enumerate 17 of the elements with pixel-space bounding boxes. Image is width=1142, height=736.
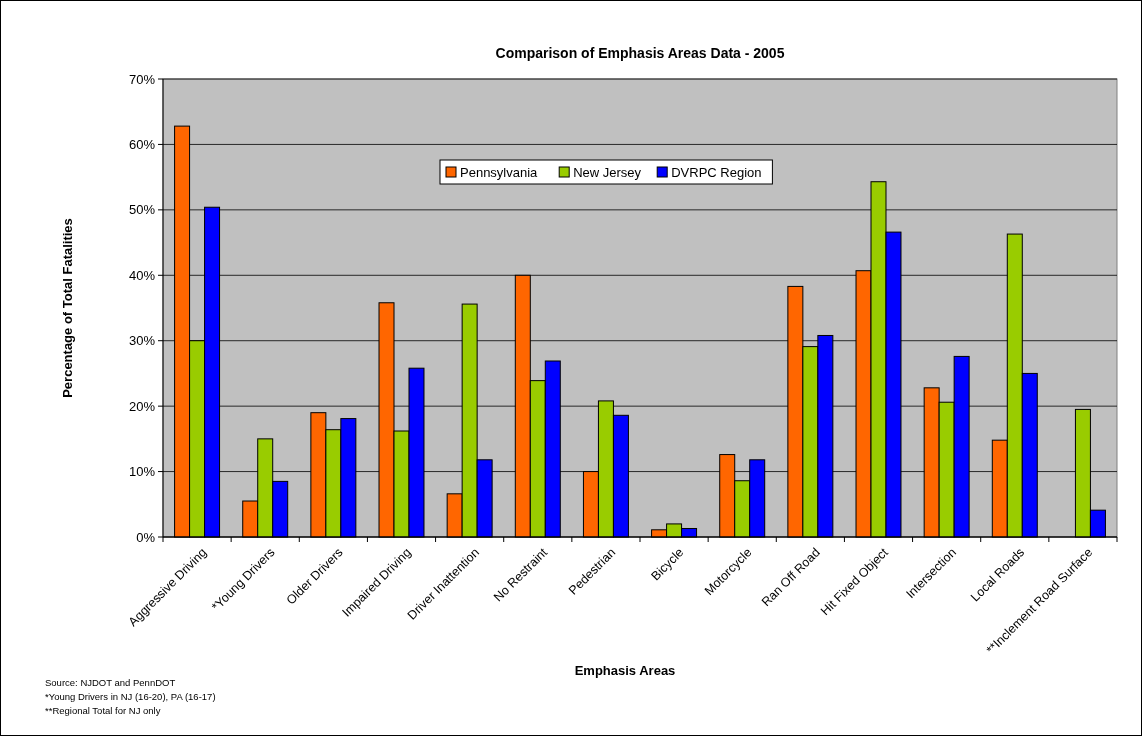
text: *Young Drivers in NJ (16-20), PA (16-17) <box>45 691 216 702</box>
y-tick-label: 50% <box>128 202 156 218</box>
source-note: Source: NJDOT and PennDOT <box>45 677 176 688</box>
y-tick-label: 10% <box>128 464 156 480</box>
x-axis-title: Emphasis Areas <box>574 663 676 678</box>
text: **Regional Total for NJ only <box>45 705 161 716</box>
y-tick-label: 0% <box>136 529 156 545</box>
legend-label: Pennsylvania <box>460 164 539 180</box>
chart-title: Comparison of Emphasis Areas Data - 2005 <box>495 45 785 61</box>
y-tick-label: 40% <box>128 267 156 283</box>
y-tick-label: 70% <box>128 71 156 87</box>
y-axis-title: Percentage of Total Fatalities <box>60 218 75 398</box>
y-tick-label: 20% <box>128 398 156 414</box>
legend-label: New Jersey <box>573 164 642 180</box>
y-tick-label: 60% <box>128 136 156 152</box>
legend-label: DVRPC Region <box>671 164 762 180</box>
y-tick-label: 30% <box>128 333 156 349</box>
